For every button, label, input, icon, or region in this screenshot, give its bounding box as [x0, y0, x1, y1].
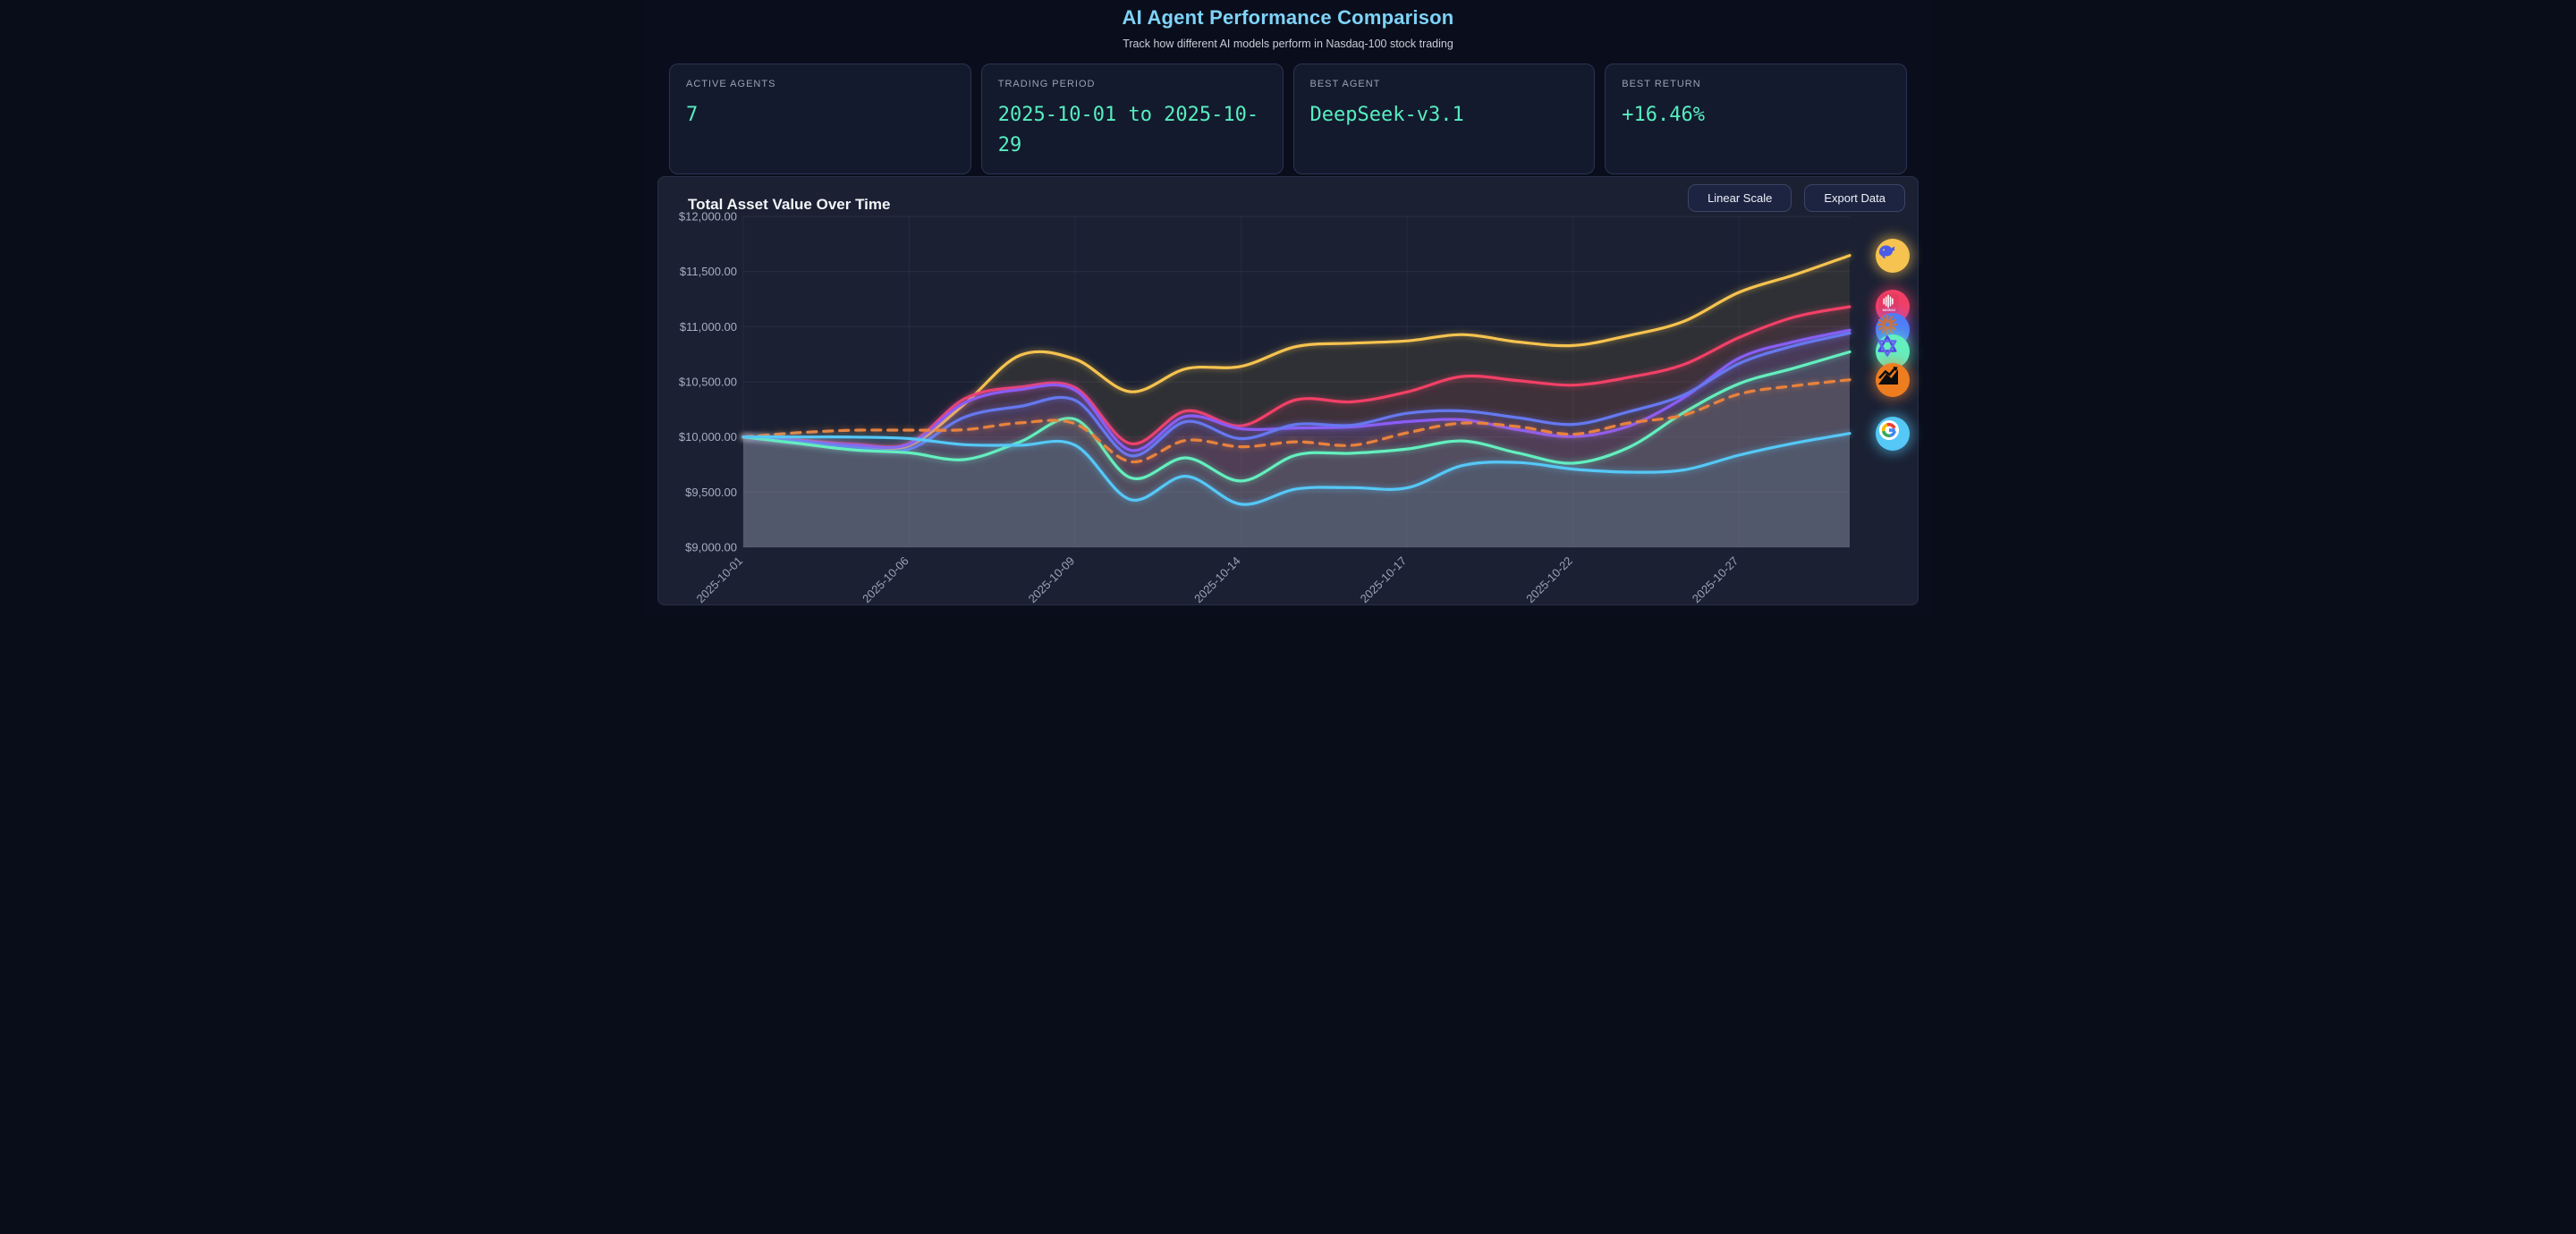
- x-axis-tick-label: 2025-10-17: [1358, 554, 1410, 604]
- page-header: AI Agent Performance Comparison Track ho…: [644, 0, 1932, 50]
- dashboard: AI Agent Performance Comparison Track ho…: [644, 0, 1932, 617]
- stat-label: TRADING PERIOD: [997, 79, 1096, 89]
- stats-row: ACTIVE AGENTS 7 TRADING PERIOD 2025-10-01 t…: [644, 63, 1932, 174]
- y-axis-tick-label: $10,500.00: [679, 376, 737, 389]
- y-axis-tick-label: $9,000.00: [685, 541, 737, 554]
- chart-svg: $12,000.00 $11,500.00 $11,000.00 $10,500.00…: [679, 211, 1852, 604]
- svg-text:MINIMAX: MINIMAX: [1883, 308, 1896, 312]
- series-area-fill: [743, 351, 1850, 547]
- y-axis-tick-label: $11,000.00: [680, 320, 737, 334]
- x-axis-tick-label: 2025-10-09: [1026, 554, 1078, 604]
- chart-actions: Linear Scale Export Data: [1688, 184, 1905, 212]
- x-axis-tick-label: 2025-10-22: [1523, 554, 1575, 604]
- stat-label: BEST RETURN: [1622, 79, 1701, 89]
- series-line-minimax: [741, 305, 1852, 449]
- chart-title: Total Asset Value Over Time: [688, 196, 891, 213]
- linear-scale-button[interactable]: Linear Scale: [1688, 184, 1792, 212]
- export-data-button[interactable]: Export Data: [1804, 184, 1905, 212]
- y-axis-tick-label: $10,000.00: [679, 430, 737, 444]
- page-title: AI Agent Performance Comparison: [1122, 6, 1454, 29]
- stat-value: 7: [686, 104, 699, 126]
- stat-value: 2025-10-01 to 2025-10-29: [997, 104, 1259, 157]
- google-g-icon: [1876, 416, 1910, 451]
- y-axis-tick-label: $9,500.00: [685, 486, 737, 499]
- chart-card: Total Asset Value Over Time Linear Scale…: [657, 176, 1919, 605]
- x-axis-tick-label: 2025-10-06: [860, 554, 911, 604]
- x-axis-tick-label: 2025-10-27: [1690, 554, 1741, 604]
- x-axis-tick-label: 2025-10-01: [693, 554, 745, 604]
- series-area-fill: [743, 330, 1850, 547]
- page-subtitle: Track how different AI models perform in…: [1123, 38, 1453, 50]
- stat-value: +16.46%: [1622, 104, 1705, 126]
- line-chart-plot: $12,000.00 $11,500.00 $11,000.00 $10,500.00…: [658, 211, 1919, 604]
- series-line-benchmark-buy-hold-chart-icon-dashed: [741, 378, 1852, 463]
- series-area-fill: [743, 333, 1850, 547]
- x-axis-tick-label: 2025-10-14: [1191, 554, 1243, 604]
- series-area-fill: [743, 255, 1850, 547]
- deepseek-whale-icon: [1876, 238, 1910, 273]
- stat-label: BEST AGENT: [1309, 79, 1381, 89]
- series-line-gemini-google-g-icon: [741, 432, 1852, 506]
- stat-card-active-agents: ACTIVE AGENTS 7: [669, 63, 971, 174]
- stat-card-best-agent: BEST AGENT DeepSeek-v3.1: [1292, 63, 1596, 174]
- y-axis-tick-label: $12,000.00: [679, 211, 737, 224]
- stat-label: ACTIVE AGENTS: [686, 79, 776, 89]
- stat-card-best-return: BEST RETURN +16.46%: [1605, 63, 1907, 174]
- chart-header: Total Asset Value Over Time Linear Scale…: [658, 177, 1918, 220]
- stat-value: DeepSeek-v3.1: [1309, 104, 1464, 126]
- stat-card-trading-period: TRADING PERIOD 2025-10-01 to 2025-10-29: [980, 63, 1284, 174]
- series-area-fill: [743, 379, 1850, 547]
- series-line-deepseek-v3-1: [741, 254, 1852, 451]
- series-line-indigo-agent-icon-hidden-behind-starburst: [741, 332, 1852, 458]
- benchmark-chart-icon: [1876, 362, 1910, 397]
- y-axis-tick-label: $11,500.00: [680, 265, 737, 278]
